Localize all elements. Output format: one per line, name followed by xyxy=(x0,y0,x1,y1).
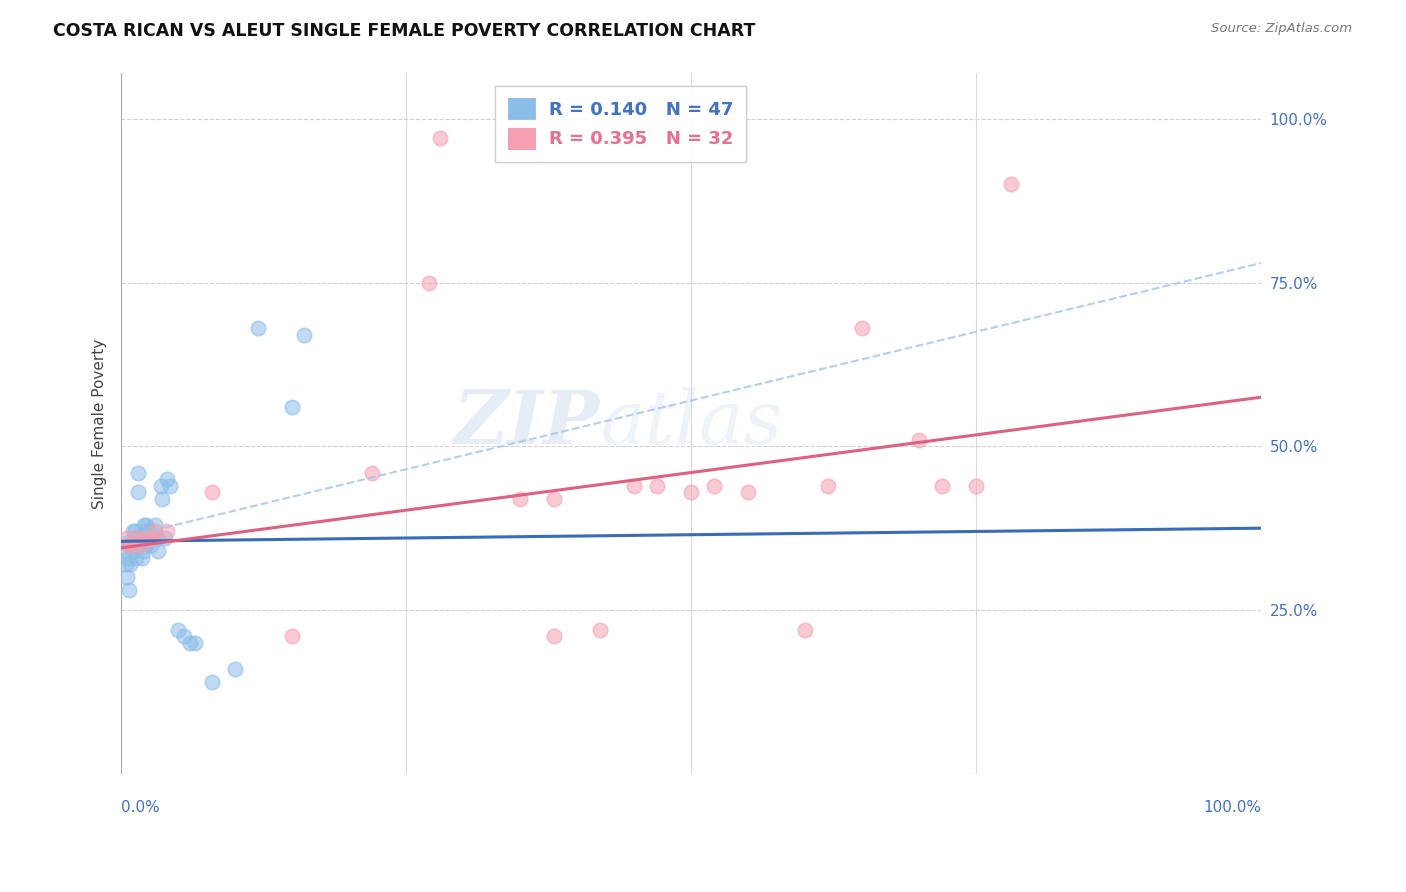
Point xyxy=(931,478,953,492)
Point xyxy=(247,321,270,335)
Point xyxy=(145,531,167,545)
Point xyxy=(125,550,148,565)
Text: ZIP: ZIP xyxy=(454,387,600,459)
Point xyxy=(141,531,163,545)
Point xyxy=(543,491,565,506)
Point xyxy=(121,537,143,551)
Point xyxy=(817,478,839,492)
Point xyxy=(703,478,725,492)
Point xyxy=(142,531,165,545)
Point xyxy=(153,531,176,545)
Point xyxy=(127,466,149,480)
Point xyxy=(543,629,565,643)
Point xyxy=(121,544,143,558)
Point xyxy=(127,531,149,545)
Point xyxy=(429,131,451,145)
Point xyxy=(145,517,167,532)
Point xyxy=(120,558,142,572)
Text: Source: ZipAtlas.com: Source: ZipAtlas.com xyxy=(1212,22,1353,36)
Point xyxy=(737,485,759,500)
Point xyxy=(121,524,143,539)
Point xyxy=(150,478,173,492)
Point xyxy=(115,570,138,584)
Text: COSTA RICAN VS ALEUT SINGLE FEMALE POVERTY CORRELATION CHART: COSTA RICAN VS ALEUT SINGLE FEMALE POVER… xyxy=(53,22,756,40)
Point xyxy=(201,675,224,690)
Text: 100.0%: 100.0% xyxy=(1204,800,1261,815)
Point xyxy=(150,491,173,506)
Point xyxy=(129,537,152,551)
Point xyxy=(135,517,157,532)
Text: atlas: atlas xyxy=(600,387,782,459)
Point xyxy=(124,524,146,539)
Point xyxy=(292,328,315,343)
Point xyxy=(159,478,181,492)
Point xyxy=(173,629,195,643)
Point xyxy=(138,531,160,545)
Point xyxy=(127,485,149,500)
Point xyxy=(135,531,157,545)
Point xyxy=(134,524,156,539)
Point xyxy=(589,623,612,637)
Point xyxy=(201,485,224,500)
Point xyxy=(224,662,246,676)
Point xyxy=(118,537,141,551)
Point xyxy=(156,472,179,486)
Point xyxy=(121,537,143,551)
Point xyxy=(908,433,931,447)
Point xyxy=(135,537,157,551)
Point xyxy=(623,478,645,492)
Point xyxy=(281,400,304,414)
Point xyxy=(142,531,165,545)
Point xyxy=(132,517,155,532)
Text: 0.0%: 0.0% xyxy=(121,800,160,815)
Point xyxy=(281,629,304,643)
Point xyxy=(114,558,136,572)
Point xyxy=(361,466,384,480)
Point xyxy=(184,636,207,650)
Point xyxy=(131,537,153,551)
Point xyxy=(118,537,141,551)
Point xyxy=(128,531,150,545)
Point xyxy=(418,276,440,290)
Point xyxy=(156,524,179,539)
Legend: R = 0.140   N = 47, R = 0.395   N = 32: R = 0.140 N = 47, R = 0.395 N = 32 xyxy=(495,86,747,161)
Point xyxy=(794,623,817,637)
Point xyxy=(117,550,139,565)
Point xyxy=(145,524,167,539)
Point xyxy=(965,478,987,492)
Point xyxy=(139,537,162,551)
Point xyxy=(127,531,149,545)
Point xyxy=(132,531,155,545)
Point xyxy=(114,544,136,558)
Point xyxy=(132,544,155,558)
Point xyxy=(124,531,146,545)
Point xyxy=(138,531,160,545)
Point xyxy=(851,321,873,335)
Point xyxy=(118,583,141,598)
Point xyxy=(509,491,531,506)
Point xyxy=(645,478,668,492)
Point xyxy=(179,636,201,650)
Point xyxy=(146,544,169,558)
Point xyxy=(167,623,190,637)
Point xyxy=(1000,178,1022,192)
Point xyxy=(681,485,703,500)
Point xyxy=(131,550,153,565)
Point xyxy=(115,531,138,545)
Point xyxy=(132,537,155,551)
Y-axis label: Single Female Poverty: Single Female Poverty xyxy=(93,338,107,508)
Point xyxy=(138,524,160,539)
Point xyxy=(122,537,145,551)
